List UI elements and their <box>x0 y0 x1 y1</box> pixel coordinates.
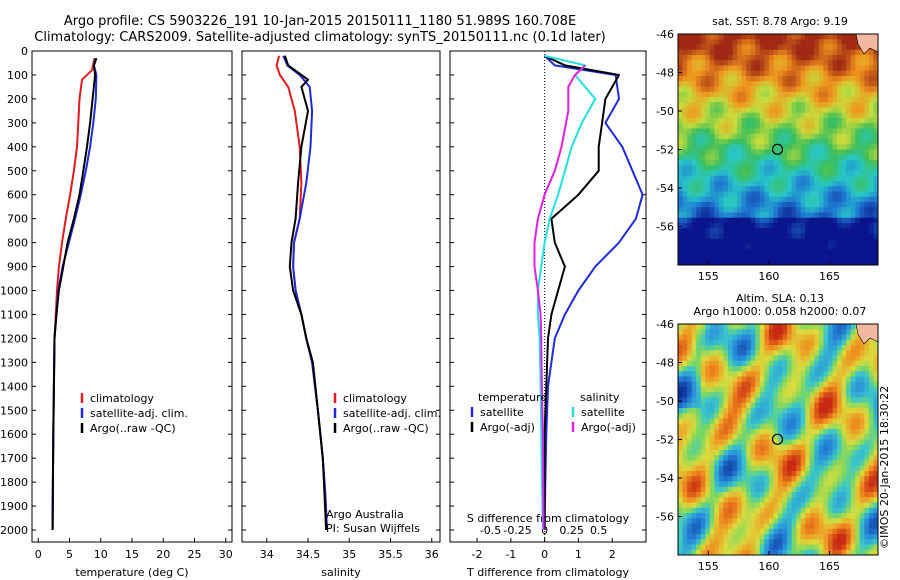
depth-tick-label: 1700 <box>0 452 28 465</box>
map-lat-label: -46 <box>656 28 674 41</box>
legend-label: Argo(-adj) <box>581 421 636 434</box>
map-lon-label: 155 <box>698 560 719 573</box>
s-tick-label: -0.5 <box>480 524 501 537</box>
depth-tick-label: 300 <box>7 117 28 130</box>
x-tick-label: 35.5 <box>378 548 403 561</box>
sst-map <box>677 33 879 266</box>
map-lon-label: 160 <box>758 270 779 283</box>
sla-map-subtitle: Argo h1000: 0.058 h2000: 0.07 <box>693 305 867 318</box>
depth-tick-label: 100 <box>7 69 28 82</box>
x-tick-label: 0 <box>35 548 42 561</box>
depth-tick-label: 1300 <box>0 356 28 369</box>
sla-map <box>677 323 879 556</box>
legend-label: Argo(..raw -QC) <box>90 422 176 435</box>
x-tick-label: 34 <box>260 548 274 561</box>
float-position-marker <box>771 143 784 155</box>
map-lat-label: -56 <box>656 511 674 524</box>
legend-header: temperature <box>478 391 547 404</box>
legend-label: satellite-adj. clim. <box>343 407 441 420</box>
depth-tick-label: 1000 <box>0 285 28 298</box>
figure-subtitle: Climatology: CARS2009. Satellite-adjuste… <box>34 30 606 45</box>
figure-title: Argo profile: CS 5903226_191 10-Jan-2015… <box>63 14 577 29</box>
x-tick-label: -1 <box>505 548 516 561</box>
map-lat-label: -48 <box>656 67 674 80</box>
depth-tick-label: 1600 <box>0 428 28 441</box>
map-lat-label: -46 <box>656 318 674 331</box>
series-line-satellite <box>536 54 597 531</box>
legend-label: Argo(-adj) <box>480 421 535 434</box>
depth-tick-label: 500 <box>7 165 28 178</box>
map-lat-label: -50 <box>656 395 674 408</box>
plot-frame <box>449 50 647 543</box>
x-tick-label: 15 <box>125 548 139 561</box>
x-tick-label: 5 <box>66 548 73 561</box>
depth-tick-label: 1200 <box>0 332 28 345</box>
map-lat-label: -54 <box>656 182 674 195</box>
series-line-argo-adj- <box>543 54 620 530</box>
x-tick-label: -2 <box>472 548 483 561</box>
depth-tick-label: 600 <box>7 189 28 202</box>
depth-tick-label: 0 <box>21 45 28 58</box>
depth-tick-label: 2000 <box>0 524 28 537</box>
depth-tick-label: 1800 <box>0 476 28 489</box>
depth-tick-label: 800 <box>7 237 28 250</box>
plot-frame <box>241 50 441 543</box>
x-tick-label: 34.5 <box>296 548 321 561</box>
x-tick-label: 10 <box>94 548 108 561</box>
series-line-argo-raw-qc- <box>51 57 98 531</box>
legend-label: satellite <box>480 406 524 419</box>
s-axis-label: S difference from climatology <box>467 512 630 525</box>
depth-tick-label: 400 <box>7 141 28 154</box>
depth-tick-label: 900 <box>7 261 28 274</box>
depth-tick-label: 1400 <box>0 380 28 393</box>
s-tick-label: -0.25 <box>503 524 531 537</box>
x-tick-label: 25 <box>188 548 202 561</box>
x-tick-label: 2 <box>609 548 616 561</box>
legend-label: Argo(..raw -QC) <box>343 422 429 435</box>
map-lon-label: 160 <box>758 560 779 573</box>
x-tick-label: 0 <box>541 548 548 561</box>
sst-map-title: sat. SST: 8.78 Argo: 9.19 <box>712 15 848 28</box>
x-axis-label: T difference from climatology <box>466 566 629 579</box>
map-lat-label: -50 <box>656 105 674 118</box>
legend-header: salinity <box>580 391 620 404</box>
x-axis-label: salinity <box>321 566 361 579</box>
depth-tick-label: 700 <box>7 213 28 226</box>
x-tick-label: 35 <box>342 548 356 561</box>
x-tick-label: 36 <box>425 548 439 561</box>
map-lat-label: -54 <box>656 472 674 485</box>
legend-label: climatology <box>343 392 407 405</box>
map-lat-label: -52 <box>656 144 674 157</box>
map-lon-label: 165 <box>819 560 840 573</box>
series-line-argo-raw-qc- <box>283 55 328 531</box>
depth-tick-label: 200 <box>7 93 28 106</box>
annotation-text: Argo Australia <box>326 508 404 521</box>
map-lat-label: -52 <box>656 434 674 447</box>
float-position-marker <box>771 433 784 445</box>
series-line-argo-adj- <box>533 64 586 531</box>
depth-tick-label: 1100 <box>0 308 28 321</box>
annotation-text: PI: Susan Wijffels <box>326 522 420 535</box>
x-tick-label: 30 <box>219 548 233 561</box>
s-tick-label: 0.25 <box>559 524 584 537</box>
x-axis-label: temperature (deg C) <box>75 566 188 579</box>
depth-tick-label: 1500 <box>0 404 28 417</box>
plot-frame <box>31 50 233 543</box>
copyright-stamp: ©IMOS 20-Jan-2015 18:30:22 <box>878 385 891 549</box>
series-line-satellite <box>543 55 644 531</box>
depth-tick-label: 1900 <box>0 500 28 513</box>
map-lat-label: -48 <box>656 357 674 370</box>
x-tick-label: 1 <box>575 548 582 561</box>
map-lat-label: -56 <box>656 221 674 234</box>
x-tick-label: 20 <box>156 548 170 561</box>
map-lon-label: 155 <box>698 270 719 283</box>
sla-map-title: Altim. SLA: 0.13 <box>735 292 825 305</box>
map-lon-label: 165 <box>819 270 840 283</box>
legend-label: satellite-adj. clim. <box>90 407 188 420</box>
s-tick-label: 0.5 <box>590 524 608 537</box>
s-tick-label: 0 <box>541 524 548 537</box>
legend-label: satellite <box>581 406 625 419</box>
legend-label: climatology <box>90 392 154 405</box>
